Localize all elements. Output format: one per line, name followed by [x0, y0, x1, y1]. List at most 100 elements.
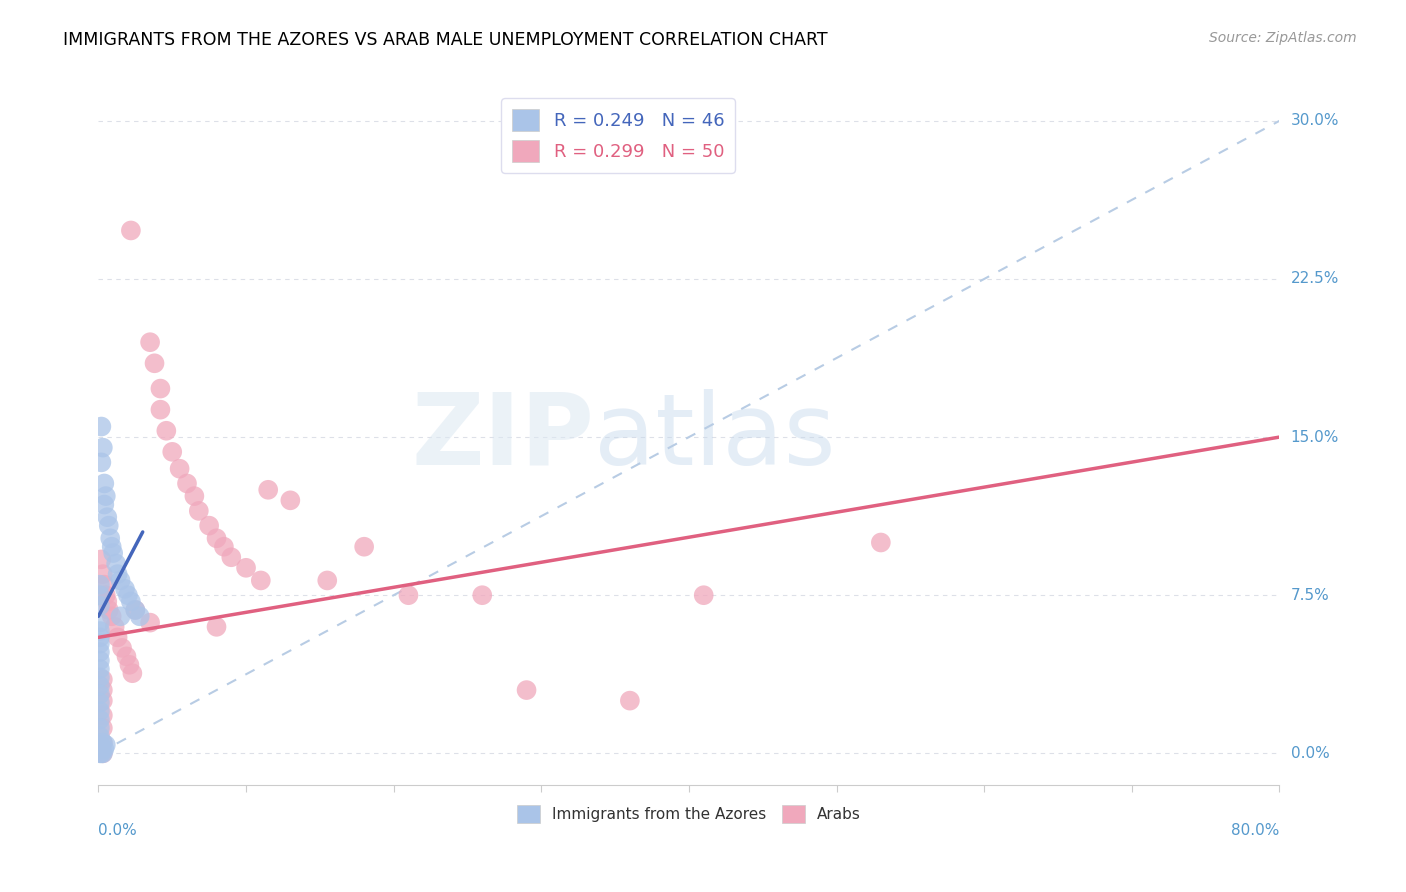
Point — [316, 574, 339, 588]
Text: ZIP: ZIP — [412, 389, 595, 485]
Point — [96, 510, 118, 524]
Point — [353, 540, 375, 554]
Point — [111, 640, 134, 655]
Point — [90, 552, 112, 566]
Point — [110, 574, 132, 588]
Point — [91, 736, 114, 750]
Point — [91, 441, 114, 455]
Text: 80.0%: 80.0% — [1232, 823, 1279, 838]
Text: 15.0%: 15.0% — [1291, 430, 1339, 444]
Point — [693, 588, 716, 602]
Point — [90, 747, 112, 761]
Point — [155, 424, 177, 438]
Point — [124, 603, 146, 617]
Point — [516, 683, 538, 698]
Point — [121, 666, 143, 681]
Point — [176, 476, 198, 491]
Point — [91, 708, 114, 723]
Point — [93, 498, 115, 512]
Point — [89, 670, 111, 684]
Point — [107, 567, 129, 582]
Point — [89, 645, 111, 659]
Point — [280, 493, 302, 508]
Text: 7.5%: 7.5% — [1291, 588, 1329, 603]
Point — [870, 535, 893, 549]
Point — [91, 693, 114, 707]
Point — [104, 620, 127, 634]
Point — [89, 577, 111, 591]
Point — [169, 461, 191, 475]
Point — [250, 574, 273, 588]
Point — [97, 603, 120, 617]
Point — [90, 455, 112, 469]
Point — [100, 609, 122, 624]
Point — [89, 637, 111, 651]
Point — [89, 738, 111, 752]
Text: Source: ZipAtlas.com: Source: ZipAtlas.com — [1209, 31, 1357, 45]
Point — [96, 594, 118, 608]
Point — [107, 631, 129, 645]
Point — [98, 531, 121, 545]
Point — [149, 402, 172, 417]
Text: 30.0%: 30.0% — [1291, 113, 1339, 128]
Point — [91, 673, 114, 687]
Point — [89, 704, 111, 718]
Point — [183, 489, 205, 503]
Point — [471, 588, 494, 602]
Point — [89, 624, 111, 638]
Point — [128, 609, 150, 624]
Text: 22.5%: 22.5% — [1291, 271, 1339, 286]
Point — [120, 594, 142, 608]
Point — [89, 747, 111, 761]
Point — [93, 742, 115, 756]
Point — [257, 483, 280, 497]
Text: 0.0%: 0.0% — [1291, 746, 1329, 761]
Point — [149, 382, 172, 396]
Point — [89, 588, 111, 602]
Point — [162, 445, 183, 459]
Point — [89, 730, 111, 744]
Point — [89, 721, 111, 735]
Point — [89, 599, 111, 613]
Point — [619, 693, 641, 707]
Point — [187, 504, 209, 518]
Point — [90, 739, 112, 754]
Point — [205, 531, 228, 545]
Point — [94, 738, 117, 752]
Point — [118, 657, 141, 672]
Point — [94, 588, 117, 602]
Point — [100, 540, 122, 554]
Point — [103, 546, 125, 560]
Point — [139, 335, 162, 350]
Point — [124, 603, 146, 617]
Point — [90, 419, 112, 434]
Text: atlas: atlas — [595, 389, 837, 485]
Point — [91, 721, 114, 735]
Point — [94, 489, 117, 503]
Point — [89, 654, 111, 668]
Point — [105, 557, 128, 571]
Point — [93, 577, 115, 591]
Point — [89, 662, 111, 676]
Point — [221, 550, 243, 565]
Point — [139, 615, 162, 630]
Point — [110, 609, 132, 624]
Point — [93, 476, 115, 491]
Point — [97, 518, 120, 533]
Point — [115, 649, 138, 664]
Point — [212, 540, 235, 554]
Point — [398, 588, 420, 602]
Text: 0.0%: 0.0% — [98, 823, 138, 838]
Point — [89, 696, 111, 710]
Point — [89, 615, 111, 630]
Point — [198, 518, 221, 533]
Point — [205, 620, 228, 634]
Legend: Immigrants from the Azores, Arabs: Immigrants from the Azores, Arabs — [510, 798, 868, 830]
Point — [91, 747, 114, 761]
Point — [235, 561, 257, 575]
Point — [91, 683, 114, 698]
Point — [89, 687, 111, 701]
Point — [114, 582, 136, 596]
Point — [91, 567, 114, 582]
Point — [89, 631, 111, 645]
